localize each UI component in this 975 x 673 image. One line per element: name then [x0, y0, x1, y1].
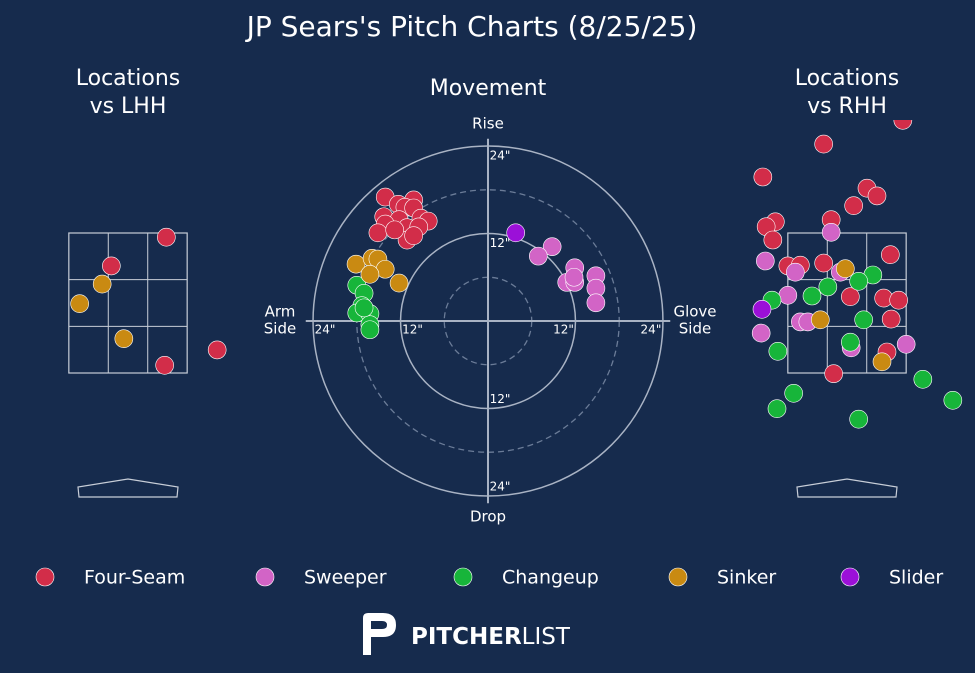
y-tick-label: 12": [490, 392, 511, 406]
pitch-point: [824, 364, 843, 384]
pitch-point: [360, 265, 380, 284]
pitch-point: [70, 294, 89, 314]
panel-title: vs RHH: [807, 94, 887, 119]
pitch-point: [818, 277, 838, 297]
legend-marker: [35, 567, 55, 587]
pitch-point: [389, 273, 409, 293]
pitch-point: [768, 341, 788, 361]
pitch-point: [784, 383, 803, 403]
pitch-point: [751, 323, 771, 343]
points: [751, 120, 963, 429]
right-label: Side: [679, 320, 711, 338]
pitch-point: [841, 332, 860, 352]
logo-bold: PITCHER: [411, 624, 522, 650]
pitch-point: [207, 340, 227, 360]
pitch-point: [896, 334, 916, 354]
pitch-point: [529, 246, 548, 266]
pitch-point: [542, 237, 562, 256]
pitch-point: [867, 186, 887, 206]
x-tick-label: 12": [402, 323, 423, 337]
pitch-point: [802, 286, 822, 306]
pitch-point: [814, 134, 833, 154]
pitch-point: [157, 227, 176, 247]
left-label: Arm: [265, 303, 296, 321]
logo: PITCHERLIST: [363, 613, 571, 655]
pitch-point: [155, 355, 174, 375]
legend-marker: [840, 567, 860, 587]
pitch-point: [872, 352, 892, 372]
right-label: Glove: [673, 303, 716, 321]
panel: 24" 12" 12" 24" 24" 12" 12" 24": [305, 138, 671, 504]
panel-title: Locations: [795, 66, 900, 91]
panel-title: Locations: [76, 66, 181, 91]
pitch-point: [767, 399, 787, 419]
top-label: Rise: [472, 115, 504, 133]
pitch-point: [354, 298, 374, 318]
pitch-point: [841, 287, 860, 307]
legend-marker: [668, 567, 688, 587]
pitch-point: [102, 256, 121, 276]
pitch-point: [881, 309, 901, 329]
pitch-point: [913, 369, 933, 389]
pitch-point: [586, 293, 606, 313]
home-plate: [796, 478, 898, 498]
bottom-label: Drop: [470, 508, 506, 526]
pitch-point: [92, 274, 112, 294]
x-tick-label: 24": [641, 323, 662, 337]
pitch-point: [756, 251, 775, 271]
pitch-point: [506, 223, 526, 243]
strike-zone: [68, 232, 188, 374]
pitch-point: [786, 262, 805, 282]
pitch-point: [844, 196, 863, 215]
pitch-point: [849, 271, 868, 291]
y-tick-label: 24": [490, 479, 511, 493]
logo-text: PITCHERLIST: [411, 624, 571, 650]
pitch-point: [881, 245, 900, 264]
home-plate: [77, 478, 179, 498]
legend-marker: [453, 567, 473, 587]
pitch-point: [836, 259, 855, 279]
legend-label: Slider: [889, 567, 943, 589]
legend-label: Four-Seam: [84, 567, 185, 589]
pitch-point: [778, 285, 798, 305]
legend-label: Sweeper: [304, 567, 387, 589]
legend-label: Sinker: [717, 567, 776, 589]
pitch-point: [368, 223, 388, 243]
pitch-point: [360, 320, 380, 340]
pitch-point: [753, 167, 773, 187]
pitch-point: [114, 329, 134, 349]
pitch-point: [385, 220, 404, 240]
pitch-point: [404, 226, 423, 246]
pitch-point: [752, 299, 772, 319]
points: [70, 227, 227, 375]
pitch-point: [893, 120, 913, 130]
pitch-point: [814, 253, 833, 273]
y-tick-label: 12": [490, 236, 511, 250]
pitch-point: [943, 390, 963, 410]
panel-title: Movement: [430, 76, 547, 101]
page-title: JP Sears's Pitch Charts (8/25/25): [245, 10, 698, 43]
pitch-point: [811, 310, 830, 330]
pitch-point: [821, 223, 841, 242]
panel: [68, 232, 188, 498]
legend-marker: [255, 567, 275, 587]
pitch-point: [889, 290, 908, 310]
pitch-point: [854, 310, 873, 330]
legend-label: Changeup: [502, 567, 599, 589]
x-tick-label: 24": [315, 323, 336, 337]
left-label: Side: [264, 320, 296, 338]
pitch-point: [849, 409, 868, 429]
pitch-point: [564, 267, 584, 287]
logo-light: LIST: [522, 624, 571, 650]
logo-icon: [363, 613, 396, 655]
y-tick-label: 24": [490, 149, 511, 163]
pitch-point: [763, 230, 783, 250]
panel-title: vs LHH: [90, 94, 167, 119]
x-tick-label: 12": [553, 323, 574, 337]
